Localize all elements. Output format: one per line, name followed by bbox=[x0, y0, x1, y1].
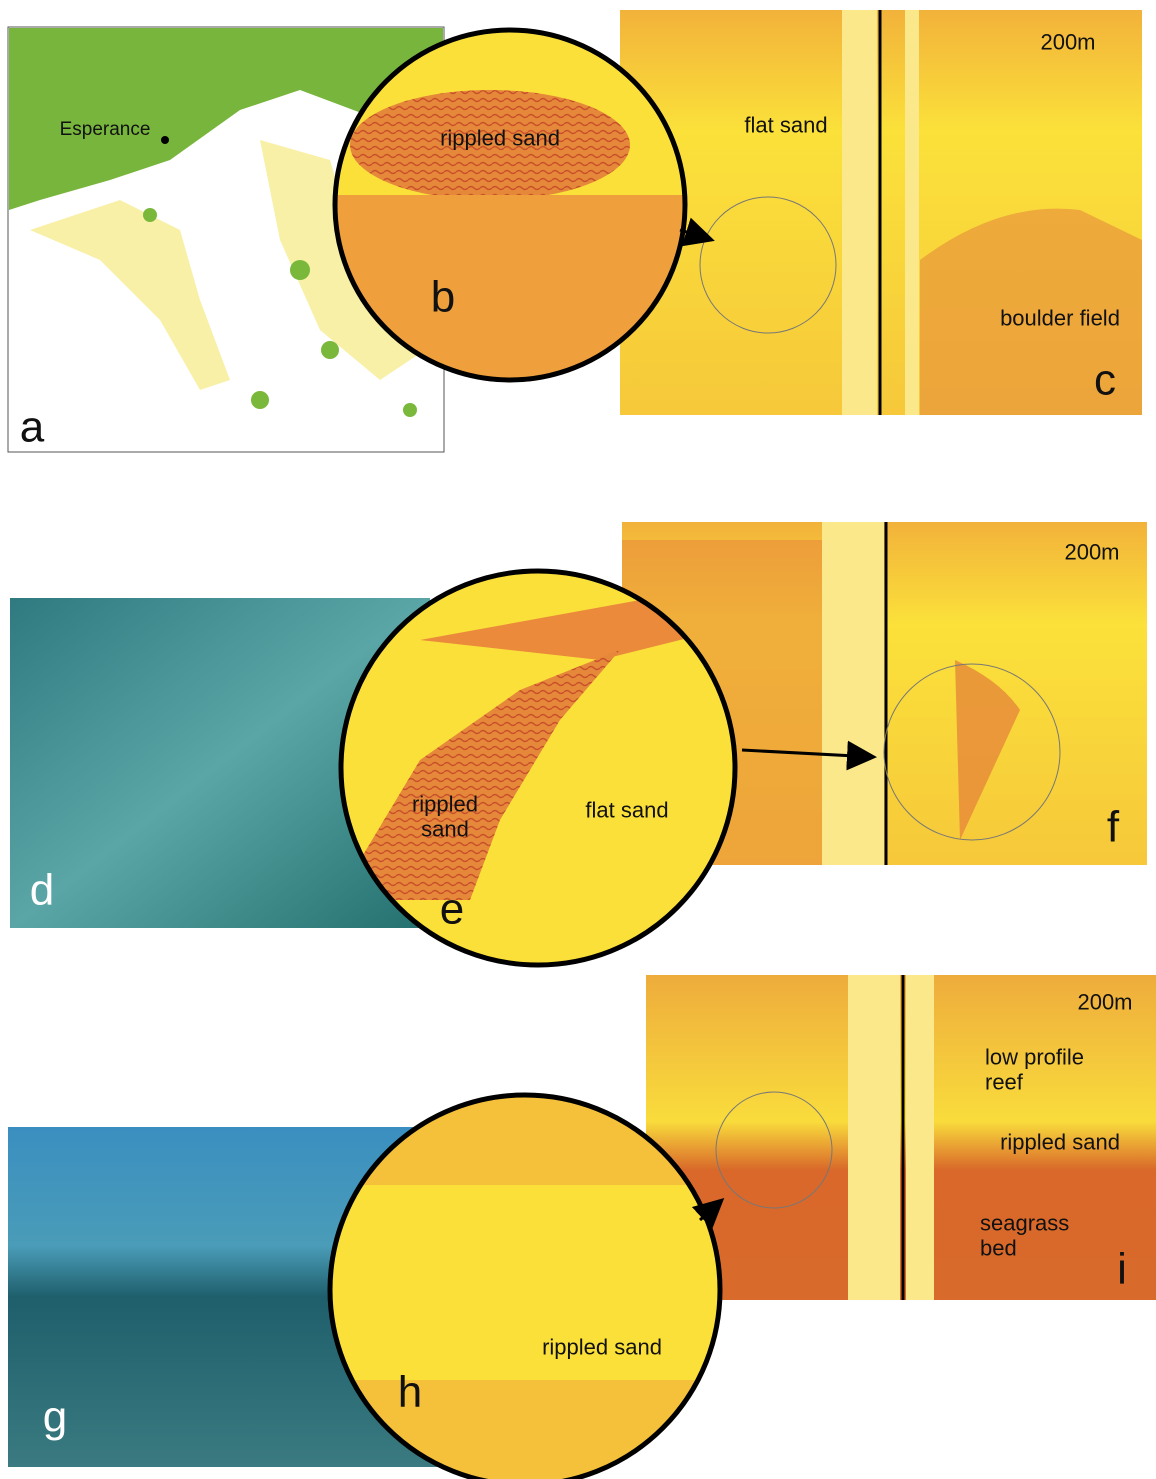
panel-label: a bbox=[20, 403, 44, 454]
nadir-strip bbox=[842, 10, 877, 415]
place-name: Esperance bbox=[60, 119, 151, 141]
annotation: flat sand bbox=[744, 112, 827, 137]
nadir-strip bbox=[822, 522, 884, 865]
panel-label: d bbox=[30, 866, 54, 917]
nadir-strip bbox=[906, 975, 934, 1300]
scale-label: 200m bbox=[1040, 29, 1095, 54]
scale-label: 200m bbox=[1064, 539, 1119, 564]
figure: Esperance a rippled sand b 200m flat san… bbox=[0, 0, 1156, 1479]
annotation: rippled sand bbox=[542, 1334, 662, 1359]
annotation: low profile reef bbox=[985, 1045, 1115, 1096]
annotation: rippled sand bbox=[405, 792, 485, 843]
town-marker bbox=[161, 136, 169, 144]
panel-label: g bbox=[43, 1393, 67, 1444]
scale-label: 200m bbox=[1077, 989, 1132, 1014]
annotation: rippled sand bbox=[440, 125, 560, 150]
panel-label: i bbox=[1117, 1245, 1127, 1296]
annotation: boulder field bbox=[1000, 305, 1120, 330]
annotation: rippled sand bbox=[1000, 1129, 1120, 1154]
annotation: seagrass bed bbox=[980, 1211, 1090, 1262]
panel-label: b bbox=[431, 273, 455, 324]
nadir-strip bbox=[848, 975, 900, 1300]
panel-label: c bbox=[1094, 356, 1116, 407]
nadir-strip bbox=[905, 10, 919, 415]
panel-label: h bbox=[398, 1368, 422, 1419]
panel-label: e bbox=[440, 885, 464, 936]
panel-label: f bbox=[1107, 803, 1119, 854]
annotation: flat sand bbox=[585, 797, 668, 822]
